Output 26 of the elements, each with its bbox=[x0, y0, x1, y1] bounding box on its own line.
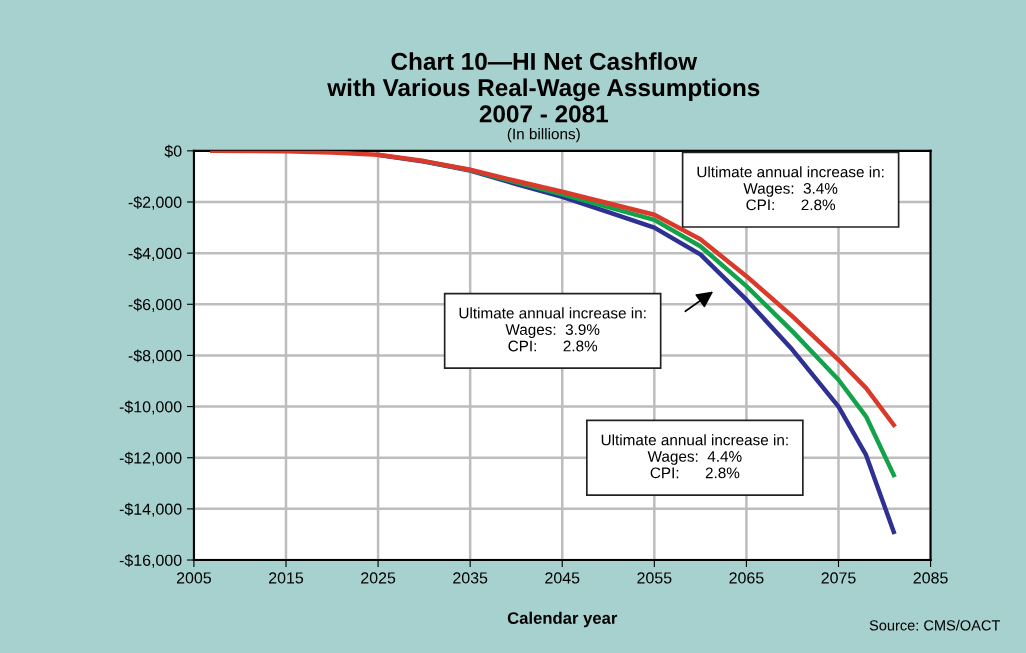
annotation: Ultimate annual increase in: Wages: 3.9% CPI: 2.8% bbox=[459, 307, 646, 352]
y-tick-label: -$6,000 bbox=[128, 298, 182, 313]
y-tick-label: -$14,000 bbox=[119, 502, 182, 517]
x-tick-label: 2025 bbox=[361, 572, 396, 584]
y-tick-label: $0 bbox=[164, 144, 182, 158]
annotation: Ultimate annual increase in: Wages: 4.4% CPI: 2.8% bbox=[601, 434, 788, 479]
x-tick-label: 2085 bbox=[913, 572, 948, 584]
line-series bbox=[210, 150, 896, 428]
x-axis-title: Calendar year bbox=[507, 611, 618, 628]
x-tick-label: 2045 bbox=[545, 572, 580, 584]
x-tick-label: 2055 bbox=[637, 572, 672, 584]
chart-title: Chart 10—HI Net Cashflow with Various Real-Wage Assumptions 2007 - 2081 bbox=[327, 52, 760, 123]
source-note: Source: CMS/OACT bbox=[869, 619, 1001, 631]
y-tick-label: -$8,000 bbox=[128, 349, 182, 364]
y-tick-label: -$2,000 bbox=[128, 195, 182, 210]
x-tick-label: 2005 bbox=[176, 572, 212, 584]
x-tick-label: 2065 bbox=[729, 572, 764, 584]
x-tick-label: 2035 bbox=[453, 572, 488, 584]
chart-subtitle: (In billions) bbox=[507, 128, 580, 143]
annotation: Ultimate annual increase in: Wages: 3.4% CPI: 2.8% bbox=[697, 166, 884, 211]
x-tick-label: 2015 bbox=[269, 572, 304, 584]
y-tick-label: -$12,000 bbox=[119, 451, 182, 466]
y-tick-label: -$10,000 bbox=[119, 400, 182, 415]
y-tick-label: -$4,000 bbox=[128, 247, 182, 261]
x-tick-label: 2075 bbox=[821, 572, 856, 584]
y-tick-label: -$16,000 bbox=[119, 553, 182, 568]
